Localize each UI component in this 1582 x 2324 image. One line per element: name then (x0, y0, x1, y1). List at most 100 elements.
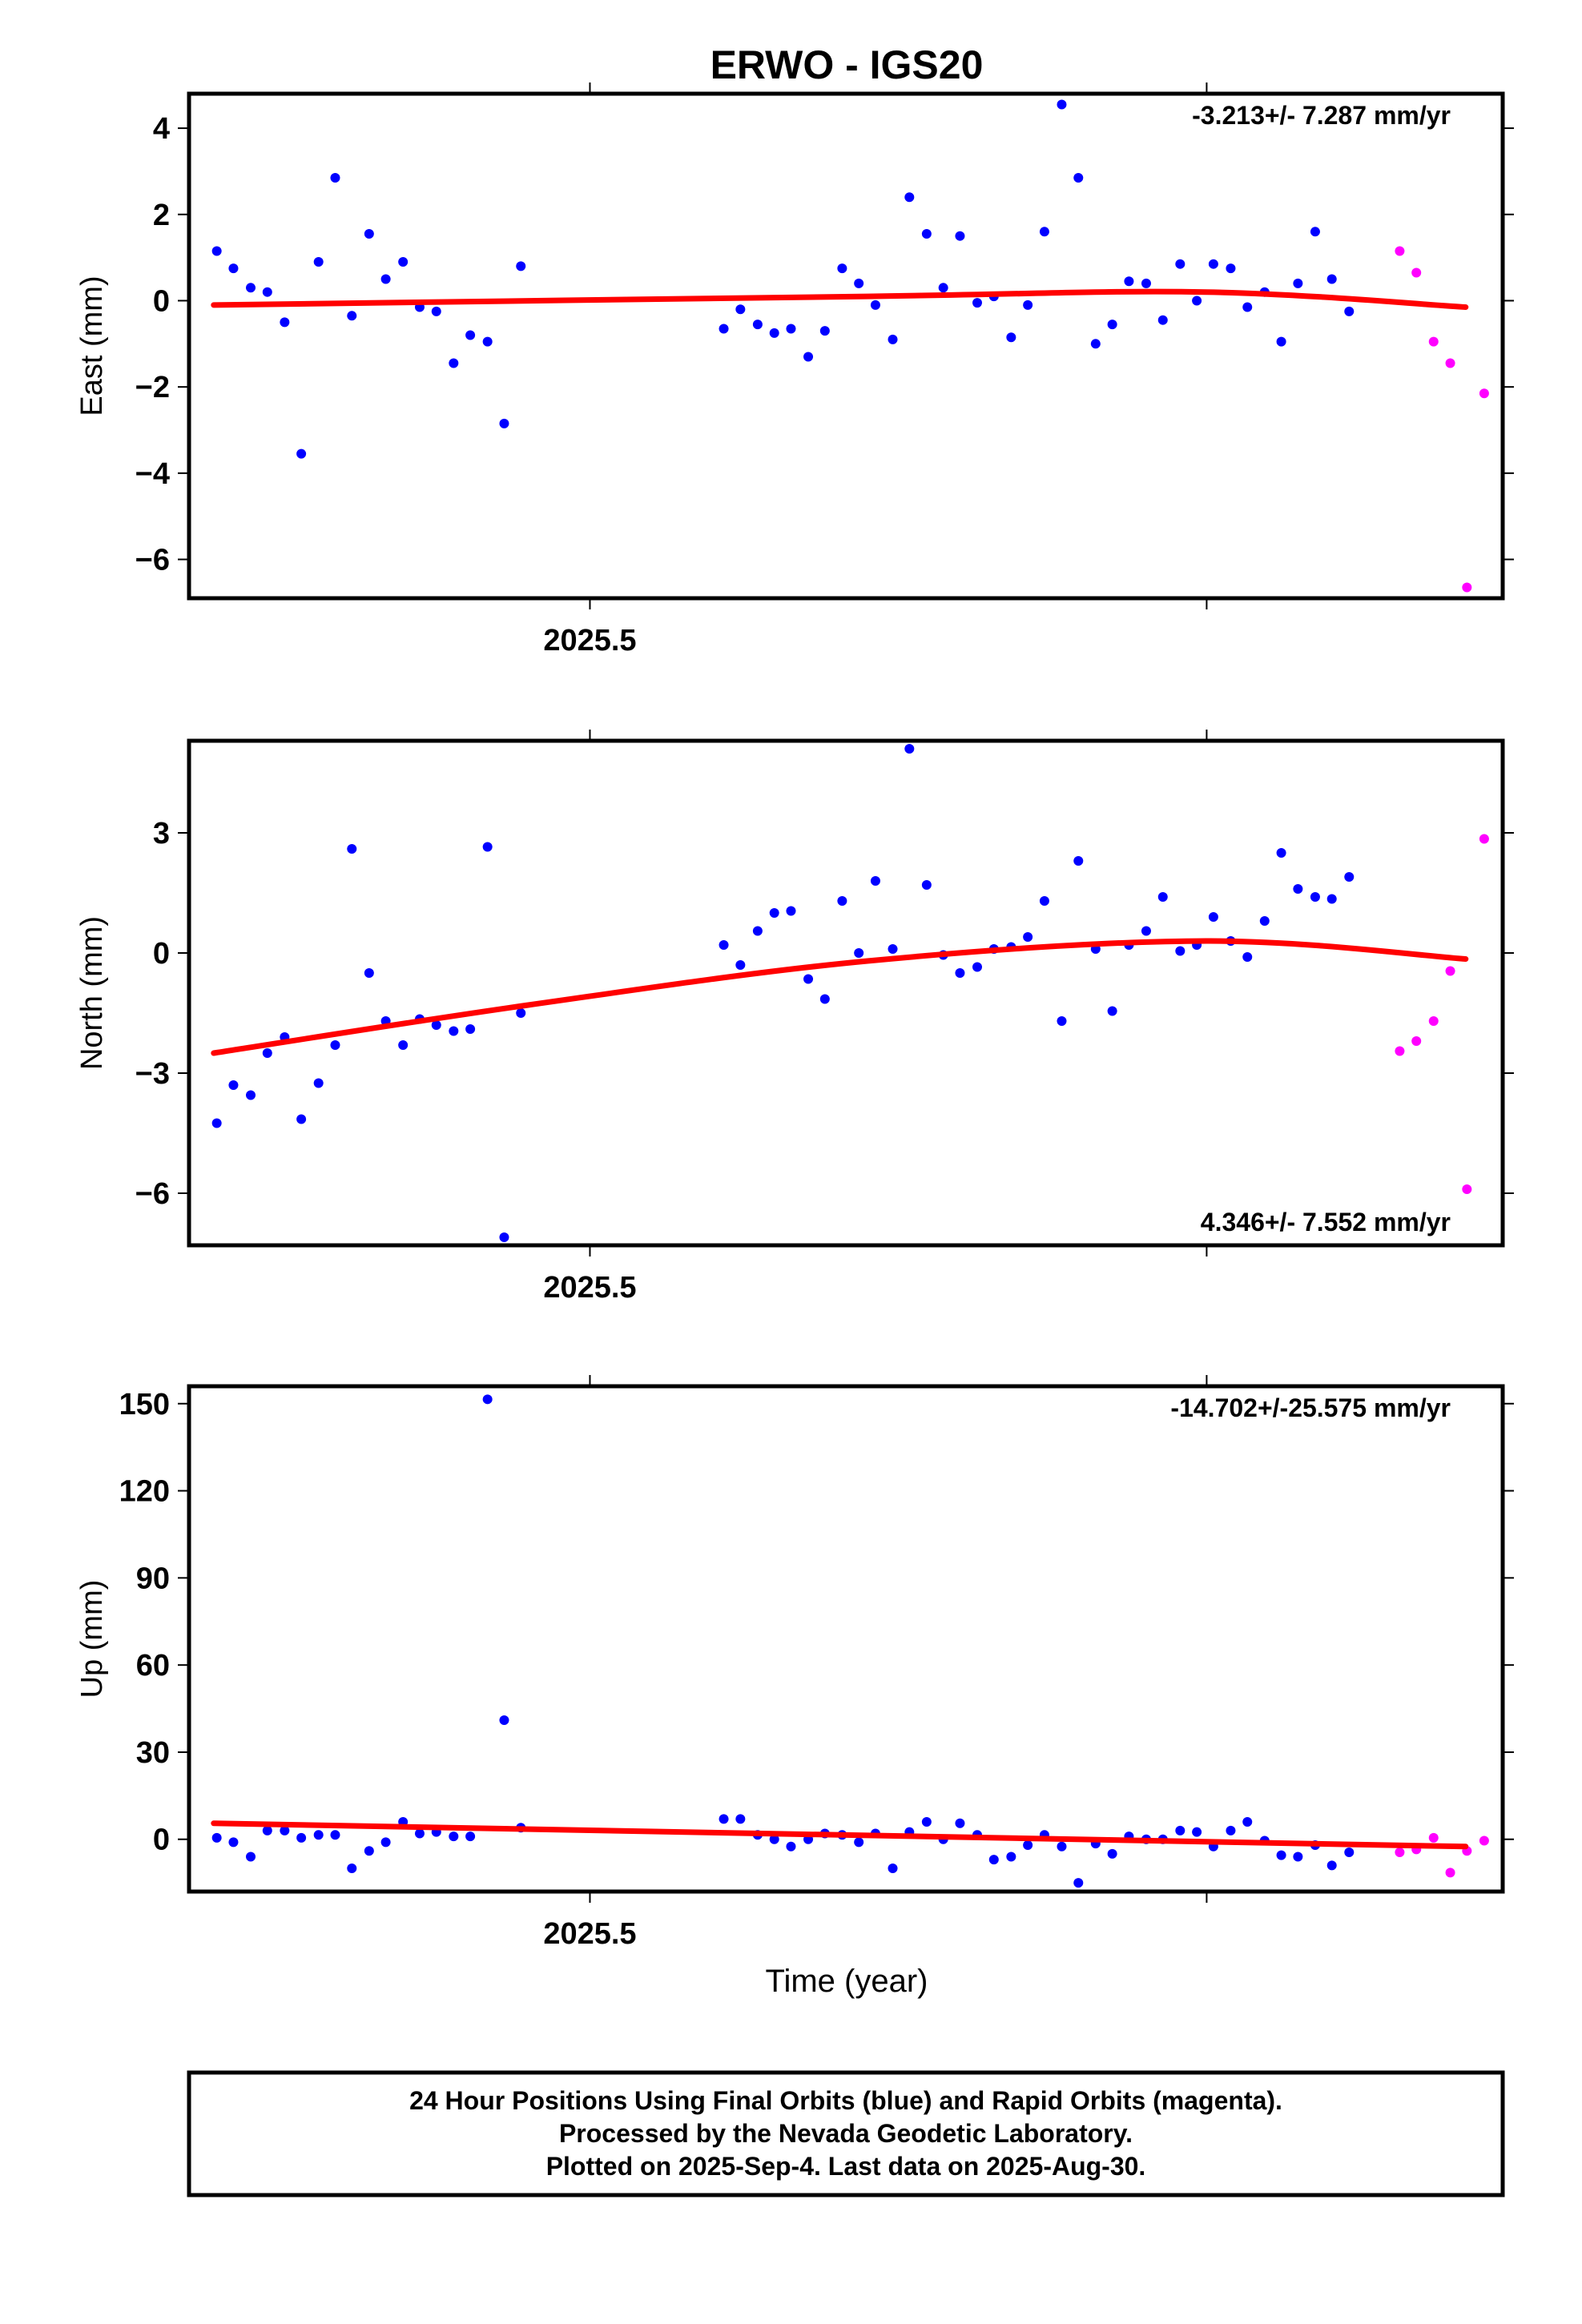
ytick-label: 3 (153, 817, 170, 850)
chart-title: ERWO - IGS20 (710, 42, 984, 87)
final-orbit-point (803, 974, 814, 984)
final-orbit-point (1023, 300, 1033, 310)
final-orbit-point (1073, 173, 1084, 183)
final-orbit-point (211, 1832, 222, 1843)
final-orbit-point (1023, 932, 1033, 942)
final-orbit-point (482, 842, 493, 852)
final-orbit-point (499, 1715, 509, 1726)
final-orbit-point (1006, 332, 1016, 343)
ytick-label: 2 (153, 199, 170, 232)
ytick-label: 30 (136, 1736, 170, 1770)
final-orbit-point (904, 744, 915, 754)
final-orbit-point (1378, 0, 1387, 5)
final-orbit-point (972, 298, 982, 308)
rapid-orbit-point (1445, 1868, 1455, 1878)
rate-label: -3.213+/- 7.287 mm/yr (1192, 101, 1451, 130)
final-orbit-point (735, 1814, 746, 1824)
final-orbit-point (938, 283, 948, 293)
data-layer (211, 1394, 1489, 1888)
rapid-orbit-point (1445, 358, 1455, 368)
final-orbit-point (347, 311, 357, 321)
final-orbit-point (380, 274, 391, 284)
final-orbit-point (465, 1831, 476, 1842)
final-orbit-point (245, 1852, 256, 1862)
rapid-orbit-point (1428, 1016, 1439, 1026)
rapid-orbit-point (1462, 1184, 1472, 1194)
ytick-label: −6 (135, 1177, 170, 1211)
final-orbit-point (819, 994, 830, 1004)
final-orbit-point (1276, 336, 1286, 347)
xtick-label: 2025.5 (543, 1271, 636, 1305)
final-orbit-point (211, 1118, 222, 1128)
final-orbit-point (280, 317, 290, 328)
final-orbit-point (1226, 263, 1236, 274)
final-orbit-point (1378, 0, 1387, 5)
final-orbit-point (449, 1831, 459, 1842)
final-orbit-point (1175, 259, 1185, 269)
final-orbit-point (499, 1232, 509, 1242)
rapid-orbit-point (1479, 834, 1489, 844)
final-orbit-point (1039, 896, 1049, 906)
final-orbit-point (888, 334, 898, 344)
panel-north: −6 −3 0 3 2025.5 North (mm) 4.346+/- 7.552 mm/… (75, 0, 1514, 1305)
y-axis-label: Up (mm) (75, 1580, 109, 1699)
rapid-orbit-point (1428, 336, 1439, 347)
fit-curve (211, 288, 1469, 311)
final-orbit-point (752, 926, 763, 936)
final-orbit-point (1192, 1827, 1202, 1837)
final-orbit-point (1344, 306, 1355, 316)
fit-curve (211, 938, 1469, 1056)
final-orbit-point (431, 1020, 441, 1030)
rapid-orbit-point (1428, 1832, 1439, 1843)
final-orbit-point (313, 1830, 324, 1840)
footer-line-1: 24 Hour Positions Using Final Orbits (bl… (409, 2086, 1282, 2115)
final-orbit-point (1326, 274, 1337, 284)
final-orbit-point (330, 1040, 340, 1050)
final-orbit-point (262, 1825, 272, 1835)
ytick-label: 0 (153, 937, 170, 971)
rate-label: -14.702+/-25.575 mm/yr (1170, 1393, 1451, 1422)
final-orbit-point (786, 1841, 796, 1852)
final-orbit-point (1107, 1848, 1117, 1859)
panel-frame (187, 91, 1505, 601)
final-orbit-point (1175, 946, 1185, 956)
final-orbit-point (364, 229, 374, 239)
panel-frame (187, 738, 1505, 1248)
final-orbit-point (1344, 1848, 1355, 1858)
final-orbit-point (972, 962, 982, 972)
final-orbit-point (786, 906, 796, 916)
final-orbit-point (414, 1828, 425, 1839)
final-orbit-point (516, 1008, 526, 1018)
xtick-label: 2025.5 (543, 1917, 636, 1951)
final-orbit-point (516, 261, 526, 271)
final-orbit-point (1361, 0, 1371, 5)
final-orbit-point (719, 940, 729, 950)
final-orbit-point (1157, 315, 1168, 325)
final-orbit-point (245, 283, 256, 293)
final-orbit-point (228, 263, 239, 274)
final-orbit-point (854, 948, 864, 958)
final-orbit-point (921, 1816, 932, 1827)
final-orbit-point (1141, 278, 1151, 288)
final-orbit-point (870, 300, 880, 310)
final-orbit-point (921, 229, 932, 239)
ytick-label: −4 (135, 457, 170, 491)
final-orbit-point (1242, 1816, 1253, 1827)
final-orbit-point (735, 304, 746, 315)
final-orbit-point (803, 352, 814, 362)
rapid-orbit-point (1479, 1835, 1489, 1846)
final-orbit-point (837, 263, 847, 274)
final-orbit-point (904, 192, 915, 203)
final-orbit-point (1208, 912, 1218, 922)
final-orbit-point (364, 968, 374, 978)
final-orbit-point (769, 328, 779, 338)
final-orbit-point (296, 1114, 307, 1124)
final-orbit-point (1124, 276, 1134, 287)
ytick-label: 0 (153, 284, 170, 318)
final-orbit-point (1326, 1860, 1337, 1871)
final-orbit-point (752, 320, 763, 330)
ytick-label: 60 (136, 1649, 170, 1683)
final-orbit-point (837, 896, 847, 906)
